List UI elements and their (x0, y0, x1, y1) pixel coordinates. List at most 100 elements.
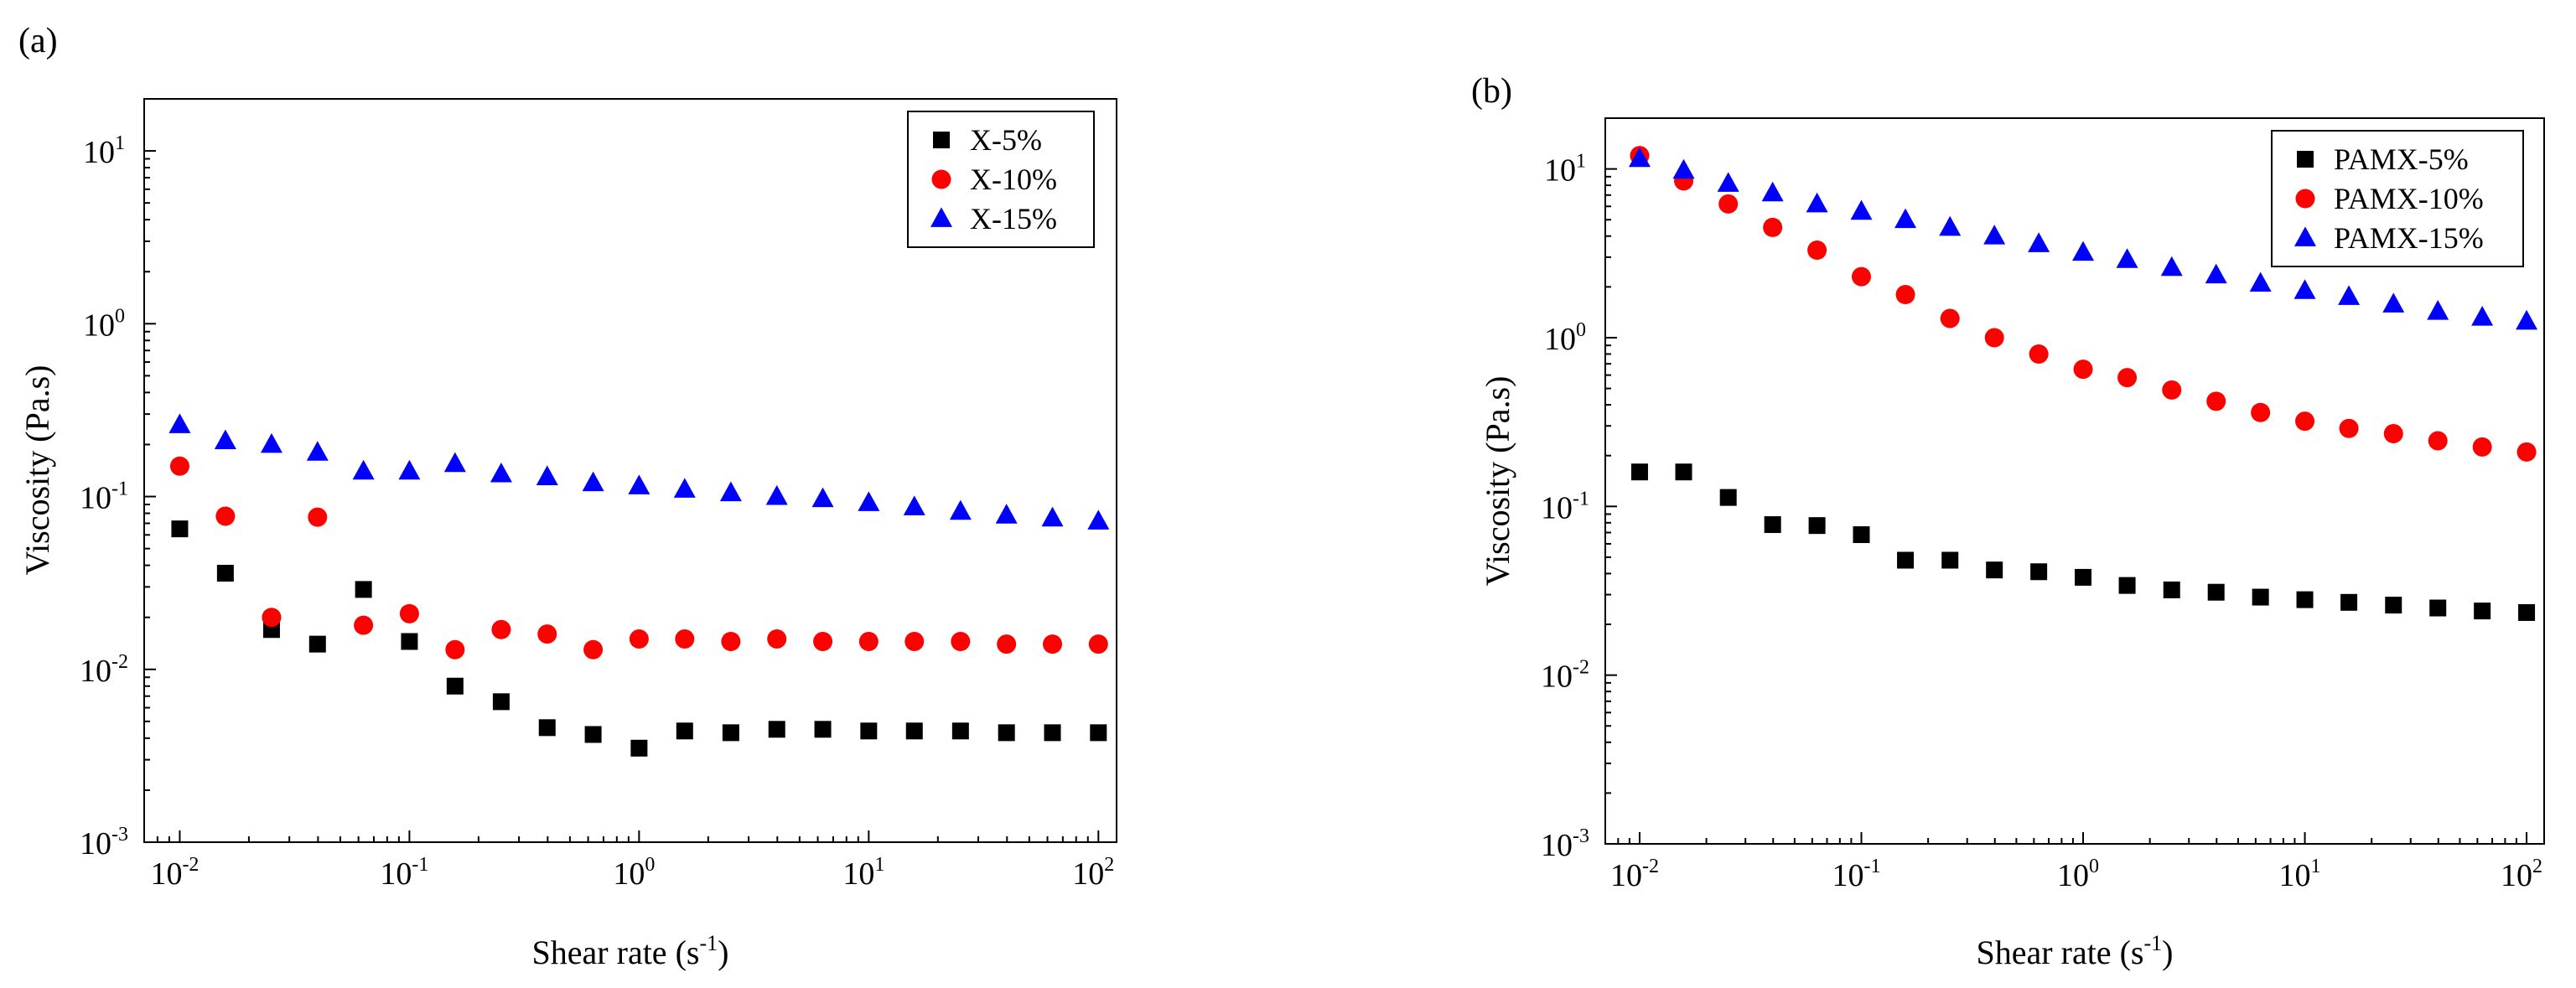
data-point (1850, 199, 1873, 220)
data-point (1806, 192, 1828, 213)
legend-marker (2297, 151, 2314, 168)
data-point (1041, 506, 1064, 527)
data-point (2249, 272, 2272, 292)
data-point (308, 507, 328, 527)
data-point (1717, 172, 1739, 192)
data-point (721, 631, 741, 651)
data-point (1853, 526, 1870, 544)
data-point (951, 631, 971, 651)
legend-marker (2294, 226, 2316, 246)
data-point (949, 499, 972, 520)
data-point (2516, 309, 2538, 330)
data-point (168, 413, 191, 433)
y-axis-title: Viscosity (Pa.s) (18, 365, 56, 576)
x-tick-label: 101 (2279, 856, 2321, 893)
data-point (582, 471, 604, 492)
data-point (1761, 181, 1784, 202)
data-point (584, 726, 602, 743)
data-point (1672, 158, 1695, 179)
data-point (1808, 517, 1826, 535)
data-point (2207, 583, 2225, 601)
x-tick-label: 101 (842, 854, 884, 892)
data-point (675, 628, 695, 649)
data-point (537, 624, 557, 644)
data-point (169, 456, 189, 476)
data-point (1851, 266, 1871, 287)
legend: PAMX-5% PAMX-10% PAMX-15% (2271, 130, 2524, 267)
panel-label: (a) (18, 22, 58, 60)
data-point (491, 619, 511, 639)
data-point (2382, 292, 2405, 313)
data-point (905, 722, 923, 740)
x-tick-label: 10-1 (380, 854, 428, 892)
legend-marker (933, 132, 950, 148)
data-point (1986, 561, 2003, 579)
x-tick-label: 10-2 (150, 854, 199, 892)
y-tick-label: 10-2 (1541, 657, 1589, 695)
data-point (1718, 194, 1739, 214)
data-point (2338, 285, 2361, 305)
legend-entry: X-5% (970, 123, 1042, 157)
data-point (2428, 431, 2448, 451)
y-tick-label: 10-2 (80, 651, 128, 689)
data-point (630, 739, 648, 757)
data-point (306, 441, 329, 461)
legend-entry: PAMX-10% (2334, 182, 2484, 215)
x-axis-ticks: 10-2 10-1 100 101 102 (1604, 832, 2542, 893)
data-point (2160, 256, 2183, 277)
data-point (2162, 380, 2182, 400)
y-axis-ticks: 10-3 10-2 10-1 100 101 (80, 98, 156, 861)
x-tick-label: 10-1 (1832, 856, 1880, 893)
legend-entry: PAMX-5% (2334, 142, 2469, 176)
y-axis-title: Viscosity (Pa.s) (1479, 376, 1516, 587)
y-tick-label: 10-1 (80, 478, 128, 516)
data-point (1939, 215, 1962, 236)
x-tick-label: 102 (2501, 856, 2542, 893)
data-point (490, 463, 512, 483)
x-tick-label: 100 (613, 854, 655, 892)
data-point (2205, 263, 2227, 284)
chart-panel-a: (a) 10-2 10-1 100 101 102 10-3 10-2 10-1 100 101… (18, 22, 1117, 971)
data-point (2340, 593, 2358, 611)
data-point (1807, 241, 1827, 261)
data-point (676, 722, 693, 740)
data-point (2518, 603, 2536, 621)
y-tick-label: 101 (1544, 151, 1586, 189)
data-point (765, 484, 788, 505)
series-PAMX-15% (1628, 147, 2538, 330)
series-X-10% (169, 456, 1108, 660)
data-point (443, 452, 466, 473)
data-point (1764, 516, 1781, 534)
data-point (904, 631, 925, 651)
data-point (2075, 568, 2092, 586)
data-point (2073, 360, 2093, 380)
data-point (538, 719, 556, 737)
y-tick-label: 10-3 (1541, 825, 1589, 863)
data-point (1043, 634, 1063, 654)
data-point (995, 504, 1018, 524)
data-point (1763, 217, 1783, 237)
x-axis-ticks: 10-2 10-1 100 101 102 (143, 830, 1114, 892)
data-point (262, 608, 282, 628)
x-tick-label: 102 (1072, 854, 1114, 892)
legend-marker (931, 169, 951, 189)
x-axis-title: Shear rate (s-1) (532, 931, 729, 971)
legend-entry: X-15% (970, 202, 1057, 235)
legend: X-5% X-10% X-15% (907, 111, 1095, 248)
data-point (767, 628, 787, 649)
series-X-15% (168, 413, 1110, 530)
data-point (814, 721, 832, 738)
legend-entry: PAMX-15% (2334, 221, 2484, 255)
data-point (2029, 344, 2049, 364)
data-point (401, 633, 418, 650)
data-point (2472, 437, 2492, 457)
x-tick-label: 10-2 (1610, 856, 1659, 893)
data-point (352, 459, 375, 480)
data-point (1044, 724, 1061, 742)
data-point (1940, 308, 1960, 328)
data-point (768, 721, 785, 738)
data-point (2251, 402, 2271, 422)
legend-entry: X-10% (970, 163, 1057, 196)
data-point (2429, 599, 2447, 617)
data-point (1088, 634, 1108, 654)
